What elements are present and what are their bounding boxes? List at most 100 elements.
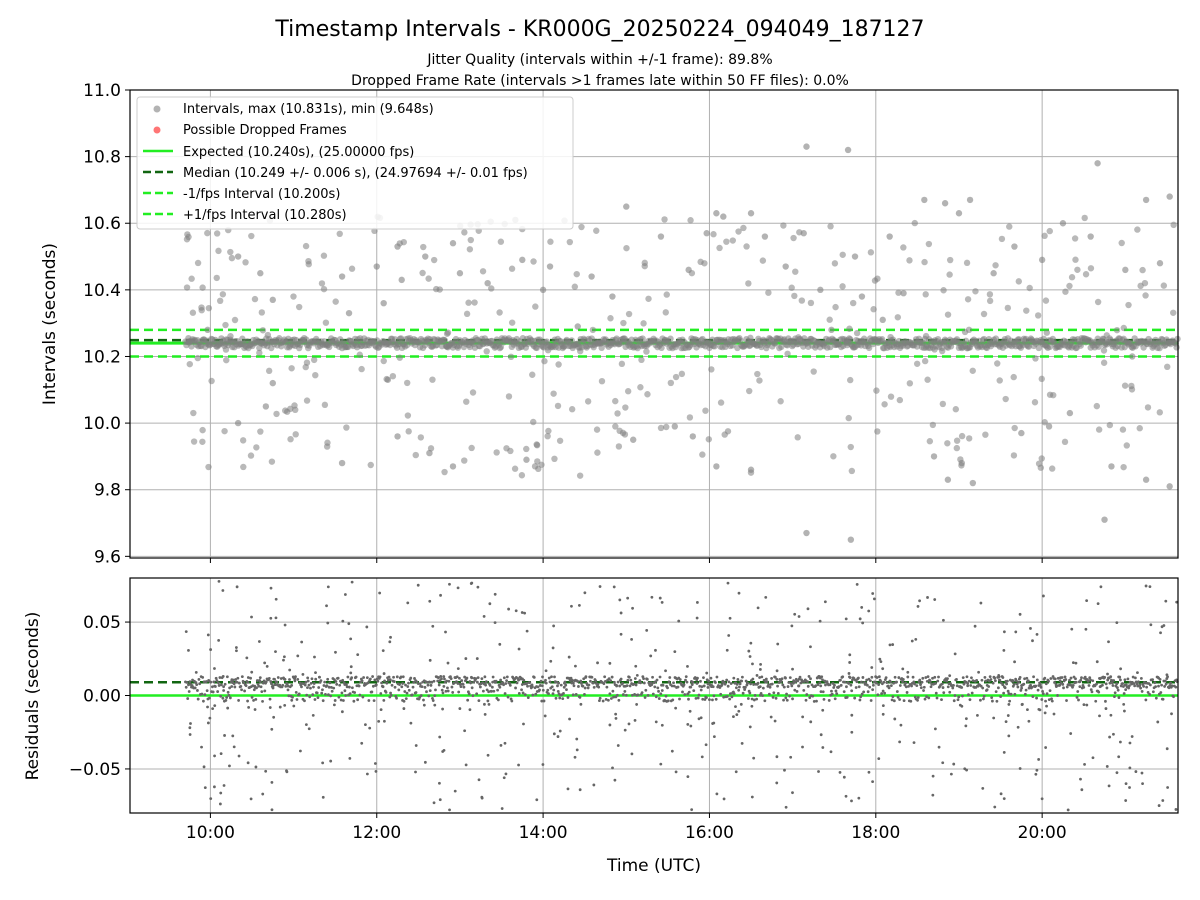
residual-point (269, 680, 273, 683)
interval-point (839, 251, 846, 258)
interval-point (288, 365, 295, 372)
residual-point (1133, 684, 1137, 688)
residual-point (1139, 676, 1143, 680)
interval-point (208, 377, 215, 385)
residual-point (666, 699, 670, 703)
residual-point (674, 770, 678, 774)
residual-point (907, 684, 910, 688)
interval-point (1034, 312, 1042, 319)
residual-point (828, 683, 832, 687)
residual-point (780, 677, 784, 681)
residual-point (961, 676, 965, 680)
residual-point (420, 685, 424, 689)
residual-point (809, 645, 812, 649)
interval-point (282, 407, 289, 414)
residual-point (820, 675, 824, 679)
residual-point (823, 600, 827, 604)
residual-point (507, 607, 511, 611)
interval-point (538, 461, 545, 468)
residual-point (1113, 695, 1116, 699)
interval-point (456, 270, 464, 277)
residuals-y-tick-label: 0.00 (83, 687, 121, 707)
residual-point (1083, 763, 1086, 766)
interval-point (566, 238, 574, 246)
residual-point (806, 684, 810, 688)
residual-point (743, 688, 747, 692)
residual-point (772, 691, 776, 695)
residual-point (937, 675, 940, 679)
residual-point (253, 708, 257, 711)
residual-point (867, 770, 871, 774)
interval-point (686, 414, 694, 421)
residual-point (578, 695, 582, 699)
interval-point (972, 288, 979, 295)
interval-point (531, 463, 539, 470)
residual-point (508, 683, 512, 687)
residual-point (493, 621, 497, 625)
residual-point (187, 683, 190, 687)
interval-point (638, 356, 645, 364)
residual-point (425, 690, 428, 694)
residual-point (1086, 679, 1090, 683)
residual-point (1001, 676, 1005, 679)
residual-point (532, 675, 536, 679)
residual-point (406, 601, 410, 605)
interval-point (1026, 284, 1033, 292)
residual-point (432, 801, 436, 805)
residual-point (906, 675, 910, 679)
residual-point (270, 808, 274, 812)
residual-point (373, 762, 377, 765)
residual-point (804, 698, 808, 702)
residual-point (775, 755, 779, 759)
residual-point (668, 676, 672, 679)
residual-point (968, 698, 972, 702)
interval-point (1141, 279, 1149, 287)
residual-point (764, 677, 768, 681)
residual-point (931, 793, 935, 797)
residual-point (995, 699, 999, 703)
residual-point (431, 696, 434, 700)
residual-point (411, 685, 415, 689)
residual-point (1017, 680, 1021, 684)
residual-point (1002, 691, 1006, 695)
residual-point (941, 686, 945, 689)
residual-point (550, 675, 553, 679)
interval-point (887, 393, 895, 400)
interval-point (994, 360, 1001, 367)
interval-point (367, 461, 374, 469)
residual-point (689, 724, 693, 728)
residual-point (868, 685, 872, 689)
interval-point (253, 444, 260, 451)
residual-point (760, 675, 764, 679)
residual-point (871, 688, 875, 692)
residual-point (250, 615, 253, 619)
residual-point (1037, 758, 1041, 761)
residual-point (459, 685, 463, 688)
interval-point (247, 452, 255, 459)
residual-point (271, 686, 275, 690)
interval-point (1087, 265, 1095, 272)
interval-point (199, 438, 206, 445)
interval-point (348, 265, 356, 272)
residual-point (503, 741, 507, 745)
residual-point (583, 591, 587, 595)
residual-point (1044, 699, 1047, 703)
residual-point (255, 679, 259, 682)
interval-point (929, 421, 937, 429)
residual-point (767, 692, 771, 696)
residual-point (658, 596, 662, 600)
residual-point (206, 705, 209, 709)
interval-point (412, 451, 419, 459)
residual-point (263, 689, 267, 693)
interval-point (584, 398, 592, 405)
residual-point (979, 601, 983, 605)
interval-point (461, 457, 468, 464)
interval-point (323, 443, 331, 450)
residual-point (1011, 679, 1015, 683)
residual-point (848, 661, 852, 664)
residual-point (446, 689, 450, 693)
residual-point (303, 683, 307, 687)
residual-point (912, 741, 916, 745)
residual-point (592, 783, 596, 787)
residual-point (273, 683, 277, 687)
